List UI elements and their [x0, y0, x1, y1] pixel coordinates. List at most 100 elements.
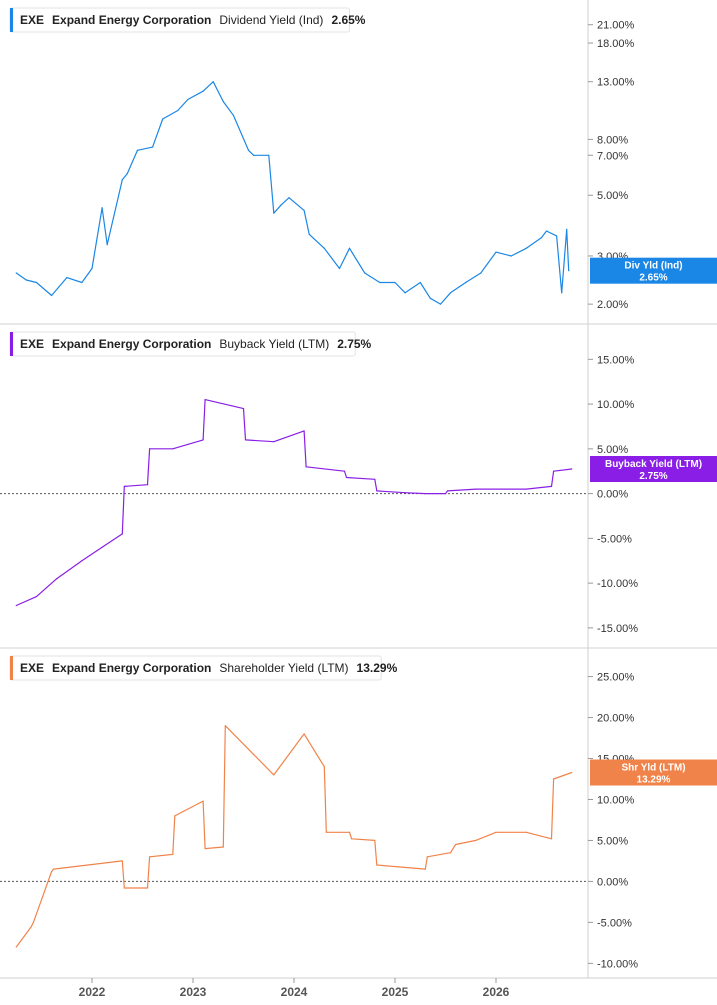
- legend-label: EXE Expand Energy Corporation Shareholder …: [20, 661, 398, 675]
- series-line: [16, 399, 572, 607]
- y-tick-label: 0.00%: [597, 876, 628, 888]
- data-point: [273, 774, 275, 776]
- data-point: [465, 281, 467, 284]
- data-point: [426, 856, 428, 858]
- data-point: [212, 81, 214, 83]
- data-point: [424, 493, 426, 495]
- data-point: [222, 100, 224, 103]
- data-point: [350, 838, 353, 840]
- data-point: [273, 441, 275, 443]
- data-point: [449, 292, 452, 294]
- data-point: [343, 470, 346, 472]
- data-point: [561, 292, 563, 294]
- legend-label: EXE Expand Energy Corporation Dividend Yie…: [20, 13, 366, 27]
- legend-label: EXE Expand Energy Corporation Buyback Yiel…: [20, 337, 372, 351]
- y-tick-label: 20.00%: [597, 713, 635, 725]
- data-point: [202, 439, 204, 441]
- y-tick-label: 2.00%: [597, 299, 628, 311]
- data-point: [525, 247, 527, 249]
- data-point: [121, 179, 123, 181]
- data-point: [568, 270, 570, 272]
- data-point: [121, 533, 123, 535]
- y-tick-label: -10.00%: [597, 958, 638, 970]
- data-point: [15, 604, 17, 607]
- data-point: [303, 733, 305, 735]
- x-tick-label: 2025: [382, 985, 409, 999]
- tag-value: 13.29%: [637, 775, 671, 786]
- y-tick-label: 15.00%: [597, 354, 635, 366]
- legend-ticker: EXE: [20, 661, 44, 675]
- series-line: [15, 725, 573, 948]
- data-point: [172, 853, 174, 855]
- legend-color-marker: [10, 8, 13, 32]
- legend-color-marker: [10, 656, 13, 680]
- data-point: [424, 868, 426, 870]
- y-tick-label: 7.00%: [597, 150, 628, 162]
- y-tick-label: 10.00%: [597, 399, 635, 411]
- data-point: [495, 831, 497, 833]
- x-tick-label: 2024: [281, 985, 308, 999]
- data-point: [253, 154, 255, 156]
- y-tick-label: -15.00%: [597, 623, 638, 635]
- y-tick-label: 13.00%: [597, 77, 635, 89]
- data-point: [81, 560, 83, 562]
- data-point: [446, 490, 449, 492]
- data-point: [303, 209, 305, 212]
- data-point: [247, 149, 250, 151]
- data-point: [288, 197, 290, 199]
- data-point: [525, 831, 527, 833]
- series-line: [15, 81, 570, 305]
- y-tick-label: 25.00%: [597, 672, 635, 684]
- data-point: [552, 470, 555, 472]
- data-point: [280, 204, 282, 206]
- data-point: [480, 272, 482, 274]
- data-point: [25, 279, 27, 281]
- tag-background: [590, 455, 717, 482]
- y-tick-label: 5.00%: [597, 444, 628, 456]
- legend-ticker: EXE: [20, 13, 44, 27]
- data-point: [550, 838, 553, 840]
- y-tick-label: 18.00%: [597, 38, 635, 50]
- tag-label: Buyback Yield (LTM): [605, 459, 702, 470]
- data-point: [146, 887, 149, 889]
- data-point: [305, 466, 307, 468]
- data-point: [35, 595, 38, 598]
- data-point: [15, 946, 17, 948]
- data-point: [566, 228, 568, 231]
- data-point: [101, 207, 103, 209]
- data-point: [242, 407, 245, 410]
- legend-company: Expand Energy Corporation: [52, 13, 211, 27]
- y-tick-label: 5.00%: [597, 835, 628, 847]
- data-point: [51, 870, 53, 873]
- data-point: [552, 778, 555, 780]
- data-point: [475, 839, 477, 842]
- legend-company: Expand Energy Corporation: [52, 661, 211, 675]
- data-point: [540, 237, 543, 239]
- current-value-tag: Buyback Yield (LTM)2.75%: [590, 455, 717, 482]
- legend: EXE Expand Energy Corporation Buyback Yiel…: [9, 331, 372, 357]
- data-point: [232, 114, 234, 116]
- data-point: [273, 212, 275, 214]
- data-point: [224, 725, 226, 727]
- data-point: [106, 244, 108, 246]
- y-tick-label: 8.00%: [597, 134, 628, 146]
- data-point: [374, 478, 376, 480]
- data-point: [510, 255, 512, 257]
- data-point: [308, 233, 310, 235]
- x-tick-label: 2022: [79, 985, 106, 999]
- x-tick-label: 2023: [180, 985, 207, 999]
- data-point: [51, 294, 53, 297]
- tag-label: Div Yld (Ind): [624, 261, 682, 272]
- data-point: [148, 856, 151, 858]
- data-point: [303, 430, 305, 432]
- data-point: [152, 146, 154, 148]
- y-tick-label: 5.00%: [597, 190, 628, 202]
- data-point: [202, 90, 204, 92]
- data-point: [345, 476, 348, 479]
- data-point: [253, 753, 255, 756]
- legend-value: 13.29%: [357, 661, 398, 675]
- data-point: [550, 485, 553, 488]
- data-point: [348, 831, 351, 833]
- data-point: [571, 468, 573, 470]
